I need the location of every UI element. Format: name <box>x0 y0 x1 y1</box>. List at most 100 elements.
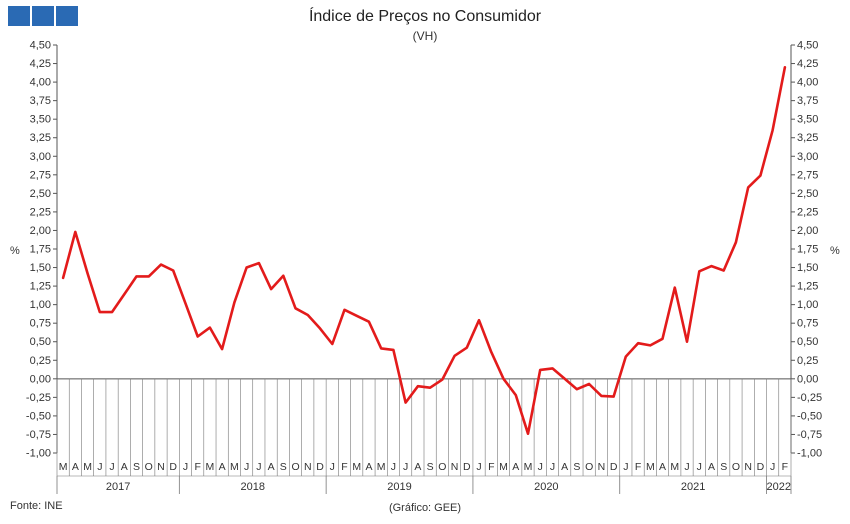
y-tick-label-right: 1,00 <box>797 299 818 311</box>
y-tick-label-right: 1,25 <box>797 281 818 293</box>
month-label: D <box>316 461 324 473</box>
y-tick-label-left: 1,00 <box>30 299 51 311</box>
y-tick-label-left: 1,25 <box>30 281 51 293</box>
y-tick-label-left: -1,00 <box>26 448 51 460</box>
month-label: F <box>341 461 347 473</box>
y-tick-label-right: -0,25 <box>797 392 822 404</box>
month-label: M <box>59 461 68 473</box>
y-tick-label-left: -0,25 <box>26 392 51 404</box>
month-label: M <box>377 461 386 473</box>
y-tick-label-right: 1,50 <box>797 262 818 274</box>
month-label: M <box>230 461 239 473</box>
y-tick-label-left: 3,25 <box>30 132 51 144</box>
y-tick-label-right: 0,25 <box>797 355 818 367</box>
month-label: O <box>145 461 153 473</box>
year-label: 2019 <box>387 481 411 493</box>
month-label: N <box>451 461 459 473</box>
y-tick-label-left: 2,00 <box>30 225 51 237</box>
month-label: J <box>244 461 249 473</box>
y-tick-label-left: 3,50 <box>30 114 51 126</box>
y-tick-label-left: -0,50 <box>26 410 51 422</box>
y-tick-label-left: 0,25 <box>30 355 51 367</box>
y-tick-label-right: 3,25 <box>797 132 818 144</box>
month-label: D <box>169 461 177 473</box>
month-label: A <box>659 461 666 473</box>
source-note: Fonte: INE <box>10 500 63 512</box>
year-label: 2021 <box>681 481 705 493</box>
y-tick-label-left: 4,50 <box>30 40 51 52</box>
month-label: A <box>512 461 519 473</box>
chart-subtitle: (VH) <box>412 29 438 43</box>
y-tick-label-left: 3,00 <box>30 151 51 163</box>
y-tick-label-right: 3,75 <box>797 95 818 107</box>
month-label: A <box>414 461 421 473</box>
month-label: O <box>732 461 740 473</box>
month-label: A <box>121 461 128 473</box>
month-label: M <box>499 461 508 473</box>
y-tick-label-right: 4,25 <box>797 58 818 70</box>
month-label: J <box>403 461 408 473</box>
y-tick-label-right: 1,75 <box>797 244 818 256</box>
y-tick-label-right: 2,50 <box>797 188 818 200</box>
month-label: J <box>330 461 335 473</box>
month-label: N <box>304 461 312 473</box>
year-label: 2022 <box>767 481 791 493</box>
y-tick-label-right: 2,75 <box>797 169 818 181</box>
month-label: J <box>684 461 689 473</box>
y-tick-label-left: 4,00 <box>30 77 51 89</box>
year-label: 2020 <box>534 481 558 493</box>
y-tick-label-right: 4,00 <box>797 77 818 89</box>
month-label: F <box>194 461 200 473</box>
month-label: A <box>708 461 715 473</box>
month-label: M <box>524 461 533 473</box>
month-label: N <box>744 461 752 473</box>
logo-block-3 <box>56 6 78 26</box>
month-label: S <box>427 461 434 473</box>
month-label: S <box>133 461 140 473</box>
y-tick-label-right: 2,00 <box>797 225 818 237</box>
month-label: J <box>538 461 543 473</box>
logo-block-1 <box>8 6 30 26</box>
year-label: 2018 <box>240 481 264 493</box>
y-tick-label-left: 0,50 <box>30 336 51 348</box>
y-tick-label-left: 1,50 <box>30 262 51 274</box>
y-tick-label-right: 2,25 <box>797 206 818 218</box>
month-label: D <box>757 461 765 473</box>
y-tick-label-left: 0,75 <box>30 318 51 330</box>
month-label: S <box>720 461 727 473</box>
month-label: M <box>83 461 92 473</box>
month-label: D <box>610 461 618 473</box>
month-label: J <box>109 461 114 473</box>
month-label: A <box>268 461 275 473</box>
y-tick-label-left: 0,00 <box>30 373 51 385</box>
chart-title: Índice de Preços no Consumidor <box>308 8 542 25</box>
month-label: D <box>463 461 471 473</box>
month-label: J <box>256 461 261 473</box>
month-label: M <box>646 461 655 473</box>
y-tick-label-left: -0,75 <box>26 429 51 441</box>
month-label: J <box>550 461 555 473</box>
month-label: O <box>291 461 299 473</box>
month-label: A <box>219 461 226 473</box>
y-tick-label-right: -0,50 <box>797 410 822 422</box>
month-label: J <box>770 461 775 473</box>
y-axis-unit-left: % <box>10 245 20 257</box>
month-label: A <box>72 461 79 473</box>
year-label: 2017 <box>106 481 130 493</box>
y-tick-label-right: 0,00 <box>797 373 818 385</box>
month-label: O <box>438 461 446 473</box>
month-label: F <box>782 461 788 473</box>
y-tick-label-left: 2,75 <box>30 169 51 181</box>
month-label: J <box>697 461 702 473</box>
month-label: M <box>670 461 679 473</box>
month-label: F <box>488 461 494 473</box>
y-tick-label-left: 2,25 <box>30 206 51 218</box>
y-tick-label-right: -0,75 <box>797 429 822 441</box>
month-label: M <box>352 461 361 473</box>
month-label: J <box>476 461 481 473</box>
month-label: S <box>280 461 287 473</box>
month-label: J <box>391 461 396 473</box>
y-tick-label-left: 4,25 <box>30 58 51 70</box>
month-label: S <box>573 461 580 473</box>
month-label: N <box>598 461 606 473</box>
